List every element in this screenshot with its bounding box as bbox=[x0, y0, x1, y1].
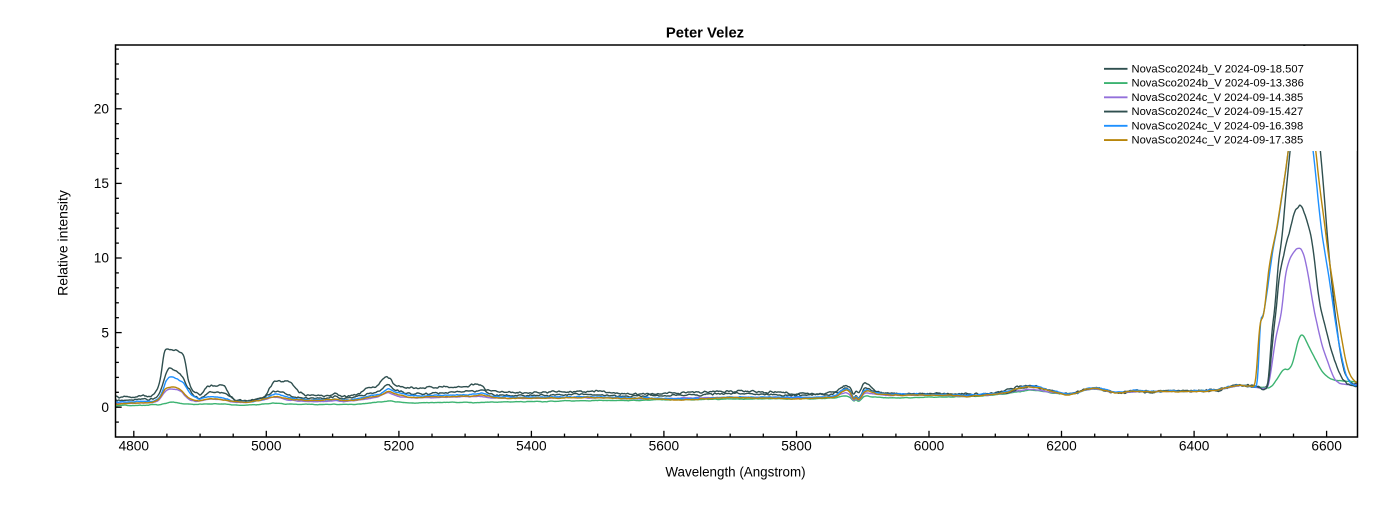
svg-text:NovaSco2024b_V 2024-09-18.507: NovaSco2024b_V 2024-09-18.507 bbox=[1132, 63, 1304, 75]
svg-text:6600: 6600 bbox=[1311, 439, 1342, 454]
svg-text:4800: 4800 bbox=[119, 439, 150, 454]
svg-text:Peter Velez: Peter Velez bbox=[666, 26, 744, 42]
svg-text:6400: 6400 bbox=[1179, 439, 1210, 454]
svg-text:0: 0 bbox=[101, 400, 109, 415]
svg-text:Wavelength (Angstrom): Wavelength (Angstrom) bbox=[665, 465, 805, 480]
svg-text:6200: 6200 bbox=[1046, 439, 1077, 454]
svg-text:20: 20 bbox=[94, 102, 110, 117]
svg-text:5400: 5400 bbox=[516, 439, 547, 454]
svg-text:5000: 5000 bbox=[251, 439, 282, 454]
svg-text:Relative intensity: Relative intensity bbox=[55, 190, 71, 296]
svg-text:5: 5 bbox=[101, 325, 109, 340]
svg-text:NovaSco2024c_V 2024-09-15.427: NovaSco2024c_V 2024-09-15.427 bbox=[1132, 106, 1304, 118]
svg-text:10: 10 bbox=[94, 251, 110, 266]
svg-text:5200: 5200 bbox=[384, 439, 415, 454]
svg-text:6000: 6000 bbox=[914, 439, 945, 454]
svg-text:15: 15 bbox=[94, 176, 110, 191]
svg-text:5800: 5800 bbox=[781, 439, 812, 454]
svg-text:NovaSco2024c_V 2024-09-16.398: NovaSco2024c_V 2024-09-16.398 bbox=[1132, 120, 1304, 132]
svg-text:5600: 5600 bbox=[649, 439, 680, 454]
svg-text:NovaSco2024c_V 2024-09-17.385: NovaSco2024c_V 2024-09-17.385 bbox=[1132, 135, 1304, 147]
svg-text:NovaSco2024c_V 2024-09-14.385: NovaSco2024c_V 2024-09-14.385 bbox=[1132, 92, 1304, 104]
svg-text:NovaSco2024b_V 2024-09-13.386: NovaSco2024b_V 2024-09-13.386 bbox=[1132, 78, 1304, 90]
